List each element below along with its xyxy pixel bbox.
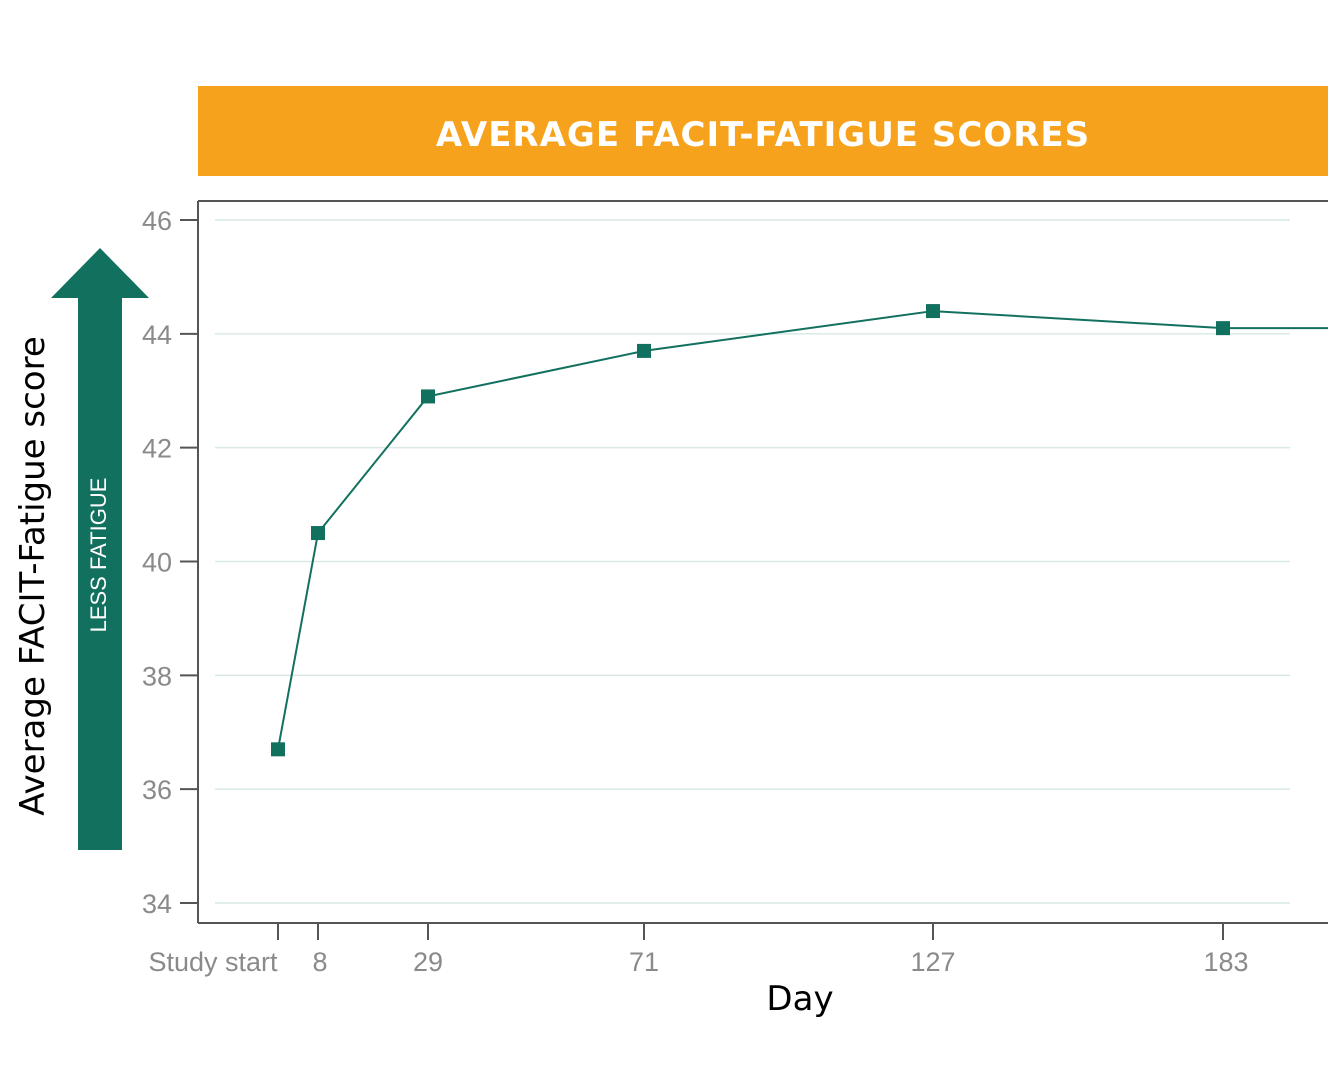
x-tick-label: Study start (148, 947, 278, 977)
y-tick-label: 46 (142, 206, 172, 236)
y-tick-label: 38 (142, 661, 172, 691)
y-tick-label: 42 (142, 434, 172, 464)
data-point-marker (1216, 321, 1230, 336)
x-tick-label: 71 (629, 947, 659, 977)
data-point-marker (926, 304, 940, 319)
x-ticks: Study start 8 29 71 127 183 (148, 923, 1249, 977)
y-tick-label: 44 (142, 320, 172, 350)
x-tick-label: 8 (312, 947, 327, 977)
chart-title: AVERAGE FACIT-FATIGUE SCORES (436, 115, 1090, 155)
data-point-marker (637, 343, 651, 358)
data-point-marker (421, 389, 435, 404)
y-tick-label: 36 (142, 775, 172, 805)
x-tick-label: 127 (910, 947, 955, 977)
less-fatigue-label: LESS FATIGUE (86, 478, 111, 633)
data-point-marker (311, 526, 325, 541)
data-point-marker (271, 742, 285, 757)
title-banner (198, 86, 1328, 176)
x-tick-label: 29 (413, 947, 443, 977)
x-axis-title: Day (766, 979, 833, 1019)
y-tick-label: 40 (142, 548, 172, 578)
y-tick-label: 34 (142, 889, 172, 919)
y-axis-title: Average FACIT-Fatigue score (13, 336, 53, 815)
series-line (277, 310, 1328, 750)
gridlines (215, 219, 1290, 904)
x-tick-label: 183 (1203, 947, 1248, 977)
series (271, 304, 1328, 757)
y-ticks: 34 36 38 40 42 44 46 (142, 206, 198, 919)
less-fatigue-arrow (51, 248, 149, 850)
